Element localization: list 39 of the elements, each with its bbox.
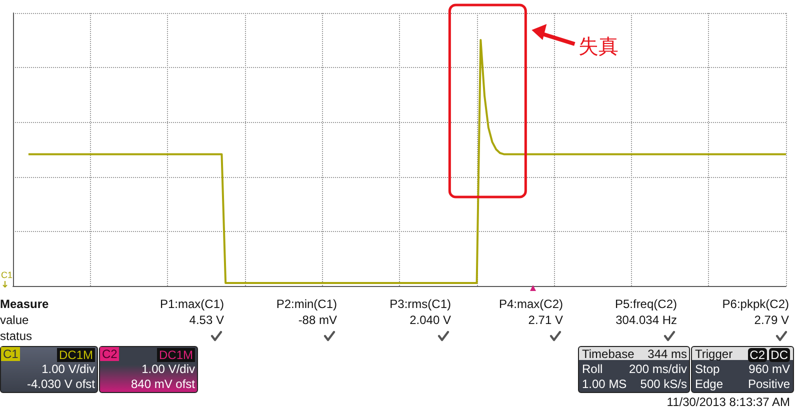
text: Positive: [748, 377, 790, 391]
text: -4.030 V ofst: [26, 377, 95, 391]
text: value: [0, 313, 29, 327]
text: C1: [1, 270, 13, 280]
text: P5:freq(C2): [614, 297, 677, 311]
text: 500 kS/s: [640, 377, 687, 391]
text: 11/30/2013 8:13:37 AM: [666, 395, 790, 409]
text: P4:max(C2): [498, 297, 563, 311]
text: C2: [748, 348, 767, 362]
text: DC: [768, 348, 790, 362]
text: Trigger: [695, 347, 733, 361]
text: 4.53 V: [189, 313, 224, 327]
text: 1.00 V/div: [42, 362, 95, 376]
text: 304.034 Hz: [616, 313, 677, 327]
text: 960 mV: [748, 362, 790, 376]
text: Edge: [695, 377, 724, 391]
text: P6:pkpk(C2): [722, 297, 789, 311]
text: P3:rms(C1): [390, 297, 451, 311]
text: DC1M: [56, 348, 95, 362]
text: 2.71 V: [528, 313, 563, 327]
text: Roll: [582, 362, 603, 376]
text: Measure: [0, 297, 49, 311]
text: 344 ms: [648, 347, 687, 361]
text: status: [0, 329, 32, 343]
text: C2: [100, 347, 120, 361]
text: C1: [1, 347, 20, 361]
text: -88 mV: [298, 313, 337, 327]
text: 1.00 V/div: [142, 362, 195, 376]
text: 2.040 V: [410, 313, 451, 327]
text: P1:max(C1): [160, 297, 224, 311]
text: Timebase: [582, 347, 634, 361]
text: 200 ms/div: [628, 362, 687, 376]
text: Stop: [695, 362, 720, 376]
text: 840 mV ofst: [130, 377, 195, 391]
text: 2.79 V: [754, 313, 789, 327]
annotation: 失真: [578, 34, 619, 58]
text: P2:min(C1): [276, 297, 337, 311]
text: DC1M: [156, 348, 195, 362]
text: 1.00 MS: [582, 377, 627, 391]
